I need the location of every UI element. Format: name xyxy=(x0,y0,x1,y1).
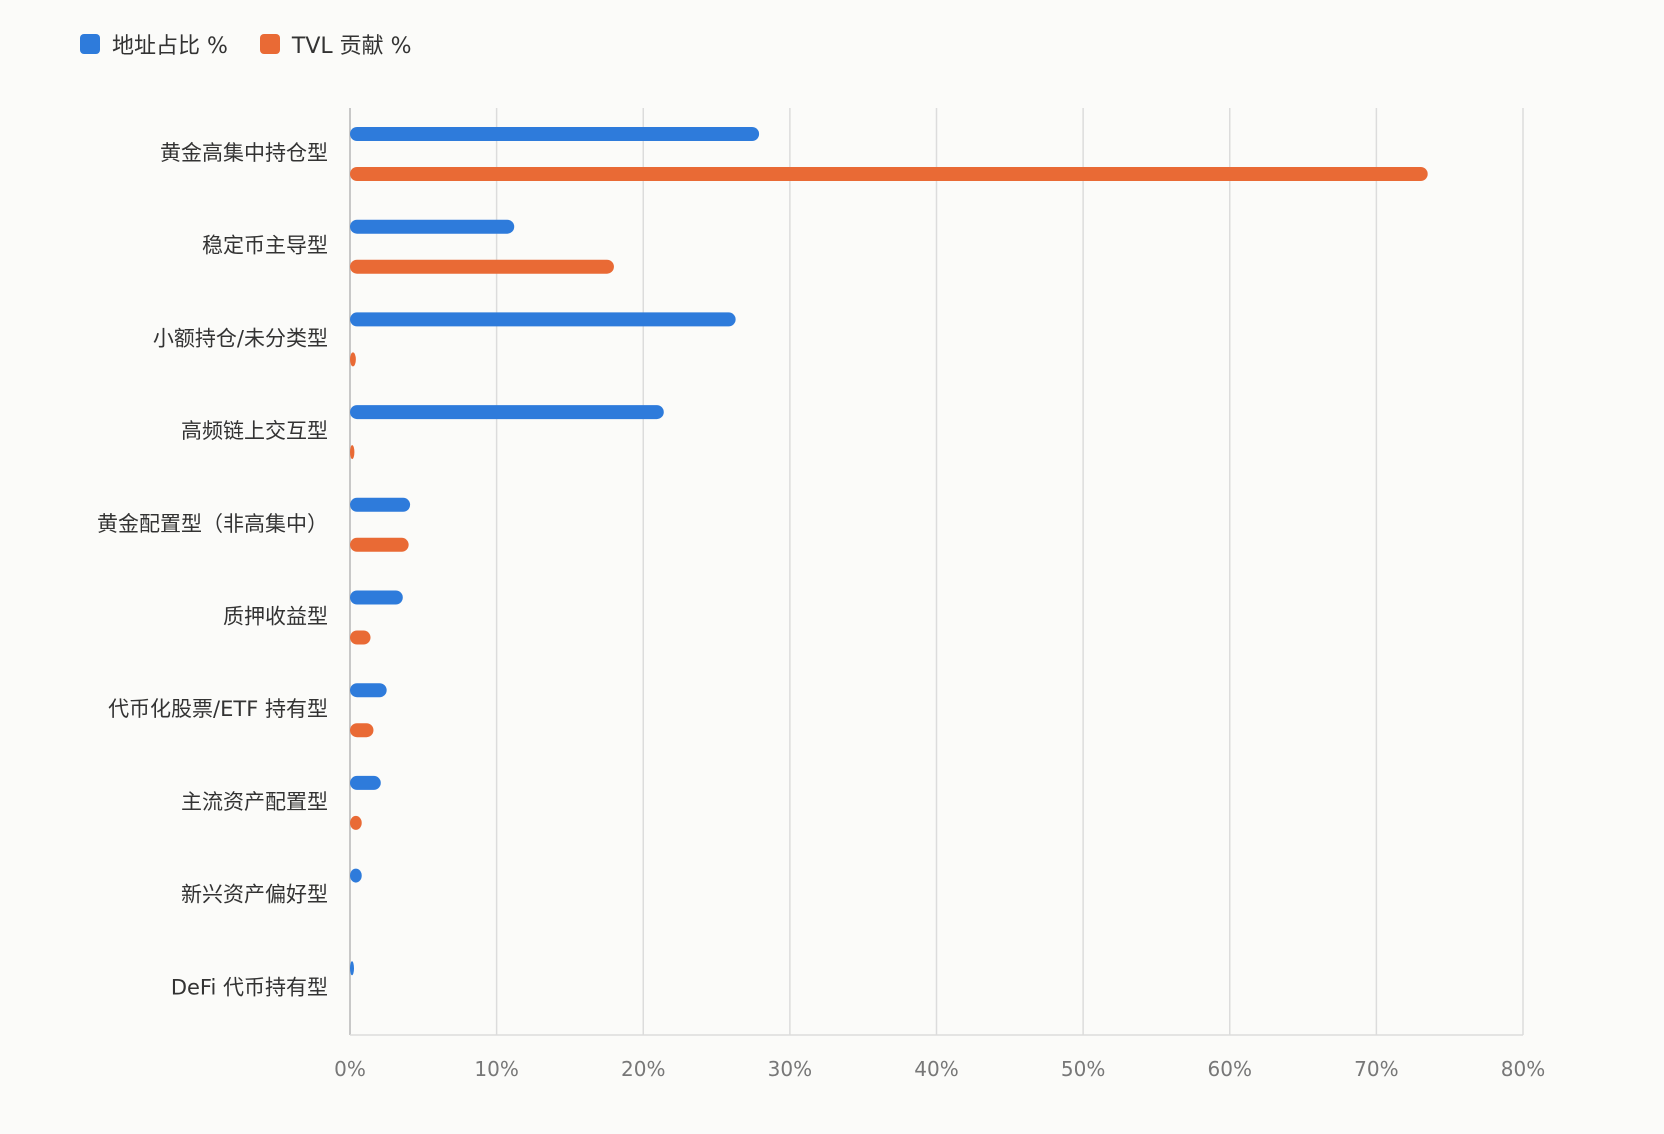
x-tick-label: 60% xyxy=(1208,1057,1252,1081)
category-label: DeFi 代币持有型 xyxy=(171,975,328,999)
legend-item-address-share[interactable]: 地址占比 % xyxy=(80,28,228,60)
x-tick-label: 0% xyxy=(334,1057,366,1081)
bar-tvl-contribution[interactable] xyxy=(350,723,374,738)
bar-address-share[interactable] xyxy=(350,497,411,512)
legend-swatch-orange xyxy=(259,34,280,54)
category-label: 代币化股票/ETF 持有型 xyxy=(108,697,328,721)
x-tick-label: 30% xyxy=(768,1057,812,1081)
bar-address-share[interactable] xyxy=(350,961,354,976)
category-labels: 黄金高集中持仓型稳定币主导型小额持仓/未分类型高频链上交互型黄金配置型（非高集中… xyxy=(97,141,328,999)
bars xyxy=(350,127,1428,976)
bar-address-share[interactable] xyxy=(350,775,381,790)
bar-tvl-contribution[interactable] xyxy=(350,815,362,830)
bar-address-share[interactable] xyxy=(350,219,515,234)
legend-swatch-blue xyxy=(80,34,100,54)
grid-lines xyxy=(349,108,1524,1035)
category-label: 质押收益型 xyxy=(223,605,328,629)
x-tick-label: 50% xyxy=(1061,1057,1105,1081)
bar-address-share[interactable] xyxy=(350,683,387,698)
legend-item-tvl-contribution[interactable]: TVL 贡献 % xyxy=(259,28,412,60)
x-tick-label: 10% xyxy=(474,1057,518,1081)
category-label: 黄金配置型（非高集中） xyxy=(97,512,328,536)
x-tick-label: 40% xyxy=(914,1057,958,1081)
bar-address-share[interactable] xyxy=(350,312,736,327)
bar-tvl-contribution[interactable] xyxy=(350,445,355,460)
bar-address-share[interactable] xyxy=(350,127,760,141)
bar-address-share[interactable] xyxy=(350,405,664,420)
bar-tvl-contribution[interactable] xyxy=(350,167,1428,181)
category-label: 高频链上交互型 xyxy=(181,419,328,443)
bar-tvl-contribution[interactable] xyxy=(350,352,356,367)
legend: 地址占比 % TVL 贡献 % xyxy=(80,28,412,60)
category-label: 黄金高集中持仓型 xyxy=(160,141,328,165)
legend-label: TVL 贡献 % xyxy=(291,34,412,59)
category-label: 稳定币主导型 xyxy=(202,234,328,258)
category-label: 主流资产配置型 xyxy=(181,790,328,814)
x-tick-label: 70% xyxy=(1354,1057,1398,1081)
bar-tvl-contribution[interactable] xyxy=(350,630,371,645)
bar-tvl-contribution[interactable] xyxy=(350,537,409,552)
bar-address-share[interactable] xyxy=(350,590,403,605)
x-tick-label: 20% xyxy=(621,1057,665,1081)
legend-label: 地址占比 % xyxy=(112,34,228,59)
x-tick-label: 80% xyxy=(1501,1057,1545,1081)
bar-address-share[interactable] xyxy=(350,868,362,883)
x-tick-labels: 0% 10% 20% 30% 40% 50% 60% 70% 80% xyxy=(334,1057,1545,1081)
category-label: 新兴资产偏好型 xyxy=(181,883,328,907)
bar-tvl-contribution[interactable] xyxy=(350,259,614,274)
category-label: 小额持仓/未分类型 xyxy=(153,326,328,350)
axes xyxy=(349,108,1523,1036)
